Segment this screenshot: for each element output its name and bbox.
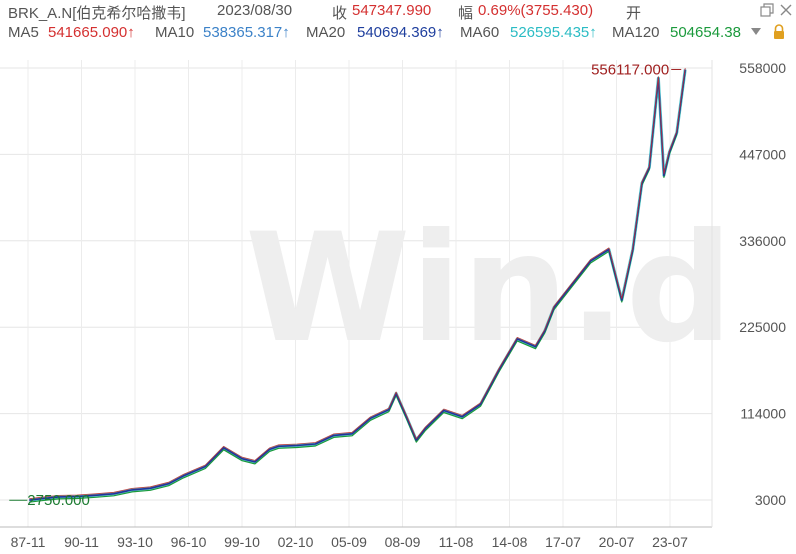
x-tick-label: 14-08: [492, 534, 528, 550]
change-value: 0.69%(3755.430): [478, 2, 594, 19]
close-label: 收: [332, 5, 348, 22]
dropdown-triangle-icon[interactable]: [750, 27, 762, 40]
restore-icon[interactable]: [760, 3, 774, 21]
y-tick-label: 3000: [755, 492, 786, 508]
x-tick-label: 05-09: [331, 534, 367, 550]
ma20-label: MA20: [306, 24, 346, 41]
ma5-label: MA5: [8, 24, 39, 41]
y-axis-labels: 558000 447000 336000 225000 114000 3000: [739, 60, 786, 508]
ma5-value: 541665.090↑: [48, 24, 135, 41]
ma120-value: 504654.38: [670, 24, 741, 41]
x-tick-label: 02-10: [278, 534, 314, 550]
ma10-value: 538365.317↑: [203, 24, 290, 41]
x-tick-label: 96-10: [171, 534, 207, 550]
quote-date: 2023/08/30: [217, 2, 293, 19]
ma10-label: MA10: [155, 24, 195, 41]
x-tick-label: 99-10: [224, 534, 260, 550]
x-tick-label: 93-10: [117, 534, 153, 550]
ma20-value: 540694.369↑: [357, 24, 444, 41]
x-tick-label: 17-07: [545, 534, 581, 550]
x-tick-label: 11-08: [439, 534, 474, 550]
close-icon[interactable]: [779, 3, 793, 21]
ma5-line: [29, 67, 686, 500]
x-tick-label: 23-07: [652, 534, 688, 550]
x-tick-label: 08-09: [385, 534, 421, 550]
min-label: 2750.000: [27, 492, 90, 509]
y-tick-label: 558000: [739, 60, 786, 76]
y-tick-label: 114000: [740, 406, 786, 422]
chart-grid: [0, 60, 712, 527]
close-value: 547347.990: [352, 2, 432, 19]
x-tick-label: 87-11: [11, 534, 46, 550]
watermark: Win.d: [245, 202, 733, 376]
y-tick-label: 225000: [739, 319, 786, 335]
ma60-label: MA60: [460, 24, 500, 41]
open-label: 开: [626, 5, 642, 22]
symbol-label[interactable]: BRK_A.N[伯克希尔哈撒韦]: [8, 5, 186, 22]
price-chart[interactable]: Win.d 558000 447000 336000 225000 114000 3000…: [0, 44, 796, 554]
annotations: 556117.000 2750.000: [9, 61, 682, 509]
ma120-label: MA120: [612, 24, 660, 41]
moving-average-legend: MA5 541665.090↑ MA10 538365.317↑ MA20 54…: [0, 22, 796, 44]
x-tick-label: 90-11: [64, 534, 99, 550]
x-axis-labels: 87-11 90-11 93-10 96-10 99-10 02-10 05-09 08-09…: [11, 534, 689, 550]
change-label: 幅: [458, 5, 474, 22]
y-tick-label: 447000: [739, 146, 786, 162]
ma60-value: 526595.435↑: [510, 24, 597, 41]
price-series: [29, 67, 687, 503]
quote-header: BRK_A.N[伯克希尔哈撒韦] 2023/08/30 收 547347.990…: [0, 0, 796, 22]
max-label: 556117.000: [591, 61, 669, 78]
y-tick-label: 336000: [739, 233, 786, 249]
lock-icon[interactable]: [772, 24, 786, 44]
x-tick-label: 20-07: [599, 534, 635, 550]
